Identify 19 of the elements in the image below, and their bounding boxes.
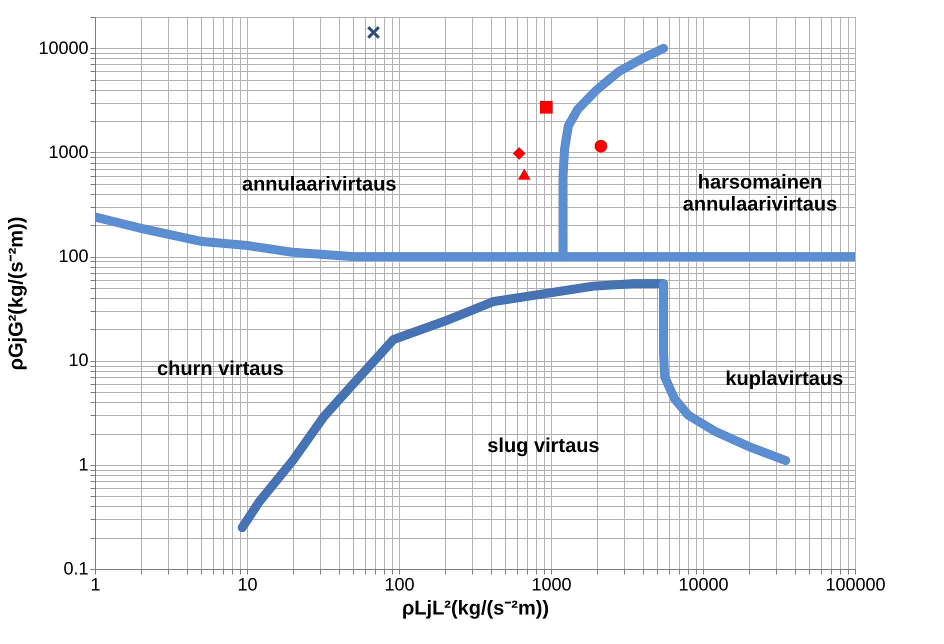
- y-tick-label: 10: [68, 350, 88, 370]
- annotation: slug virtaus: [487, 434, 600, 457]
- y-tick-label: 100: [58, 246, 88, 266]
- x-axis-title: ρLjL²(kg/(s⁻²m)): [402, 598, 550, 620]
- x-tick-label: 1000: [531, 574, 572, 594]
- y-tick-label: 0.1: [63, 558, 88, 578]
- x-tick-label: 10: [237, 574, 258, 594]
- x-tick-label: 10000: [678, 574, 729, 594]
- annotation: kuplavirtaus: [725, 368, 844, 390]
- annotation: harsomainen annulaarivirtaus: [682, 172, 838, 216]
- y-tick-label: 10000: [38, 38, 88, 58]
- annotation: churn virtaus: [157, 358, 284, 380]
- annotation: annulaarivirtaus: [242, 173, 396, 196]
- y-tick-label: 1000: [48, 142, 88, 162]
- y-axis-title: ρGjG²(kg/(s⁻²m)): [5, 216, 28, 370]
- y-tick-label: 1: [78, 454, 88, 474]
- x-tick-label: 100: [384, 574, 415, 594]
- x-tick-label: 1: [90, 574, 101, 594]
- x-tick-label: 100000: [825, 574, 886, 594]
